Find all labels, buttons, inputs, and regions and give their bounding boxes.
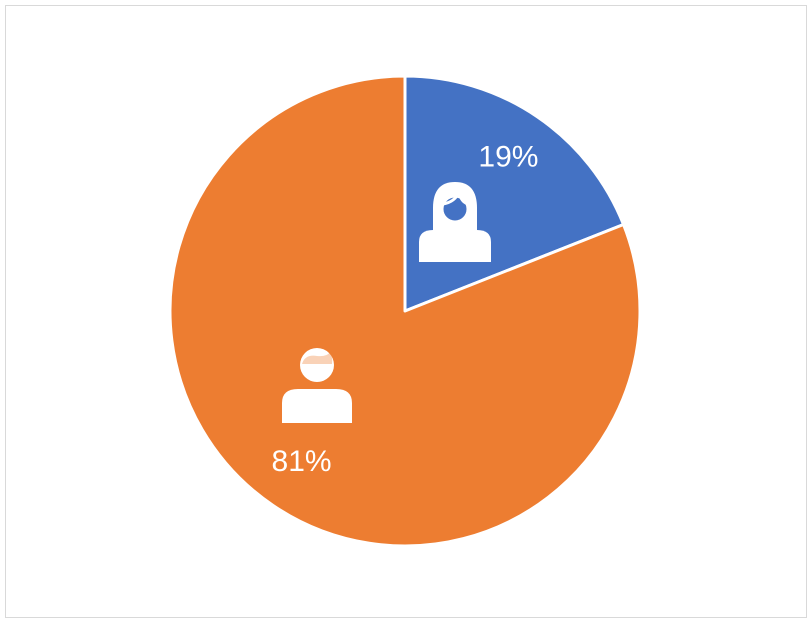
slices (168, 74, 642, 548)
female-icon (419, 182, 491, 262)
data-label: 19% (478, 141, 538, 174)
labels: 19% 81% (272, 141, 539, 478)
pie-slice (168, 74, 642, 548)
male-icon (282, 348, 352, 423)
data-label: 81% (272, 445, 332, 478)
